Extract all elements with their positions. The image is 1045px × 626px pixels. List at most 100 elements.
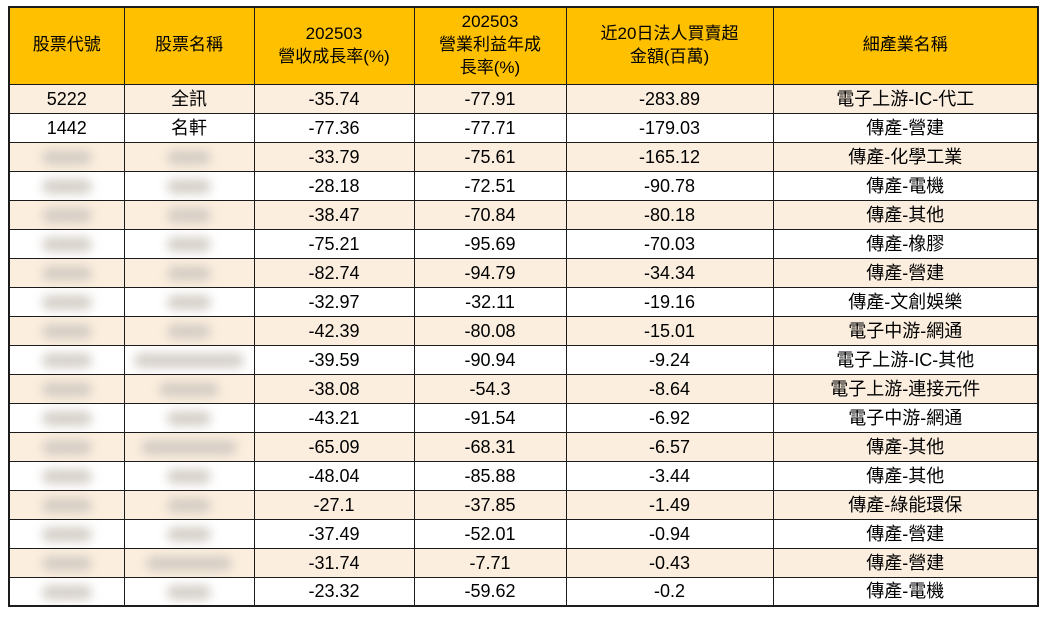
cell-stock-name (123, 518, 255, 549)
table-row: -43.21 -91.54 -6.92 電子中游-網通 (8, 402, 1039, 433)
cell-institutional-net-buy: -8.64 (565, 373, 774, 404)
table-row: 1442 名軒 -77.36 -77.71 -179.03 傳產-營建 (8, 112, 1039, 143)
table-row: -31.74 -7.71 -0.43 傳產-營建 (8, 547, 1039, 578)
cell-stock-name (123, 228, 255, 259)
cell-revenue-growth: -39.59 (253, 344, 415, 375)
cell-stock-name (123, 257, 255, 288)
redacted-stock-code-blur (41, 150, 92, 166)
cell-stock-name: 名軒 (123, 112, 255, 143)
cell-institutional-net-buy: -179.03 (565, 112, 774, 143)
cell-stock-code (8, 373, 125, 404)
cell-industry: 傳產-營建 (772, 112, 1039, 143)
cell-stock-code (8, 344, 125, 375)
cell-stock-name (123, 141, 255, 172)
cell-industry: 傳產-電機 (772, 576, 1039, 607)
col-header-stock-name: 股票名稱 (123, 6, 255, 85)
cell-industry: 傳產-橡膠 (772, 228, 1039, 259)
redacted-stock-name-blur (159, 382, 219, 398)
cell-institutional-net-buy: -90.78 (565, 170, 774, 201)
cell-industry: 傳產-營建 (772, 518, 1039, 549)
redacted-stock-code-blur (41, 295, 92, 311)
cell-industry: 電子中游-網通 (772, 315, 1039, 346)
redacted-stock-code-blur (41, 498, 92, 514)
redacted-stock-code-blur (41, 237, 92, 253)
cell-operating-profit-growth: -94.79 (413, 257, 567, 288)
redacted-stock-name-blur (167, 179, 211, 195)
cell-institutional-net-buy: -3.44 (565, 460, 774, 491)
col-header-institutional-net-buy: 近20日法人買賣超 金額(百萬) (565, 6, 774, 85)
cell-revenue-growth: -75.21 (253, 228, 415, 259)
cell-revenue-growth: -38.47 (253, 199, 415, 230)
cell-revenue-growth: -35.74 (253, 83, 415, 114)
redacted-stock-code-blur (41, 527, 92, 543)
cell-stock-code (8, 576, 125, 607)
redacted-stock-name-blur (167, 208, 211, 224)
redacted-stock-code-blur (41, 382, 92, 398)
cell-stock-name (123, 431, 255, 462)
redacted-stock-name-blur (167, 266, 211, 282)
cell-industry: 傳產-其他 (772, 460, 1039, 491)
cell-industry: 電子上游-IC-其他 (772, 344, 1039, 375)
cell-revenue-growth: -48.04 (253, 460, 415, 491)
cell-revenue-growth: -77.36 (253, 112, 415, 143)
cell-operating-profit-growth: -37.85 (413, 489, 567, 520)
table-row: -23.32 -59.62 -0.2 傳產-電機 (8, 576, 1039, 607)
table-row: -42.39 -80.08 -15.01 電子中游-網通 (8, 315, 1039, 346)
table-row: -48.04 -85.88 -3.44 傳產-其他 (8, 460, 1039, 491)
table-body: 5222 全訊 -35.74 -77.91 -283.89 電子上游-IC-代工 1442 名… (8, 83, 1039, 607)
cell-operating-profit-growth: -75.61 (413, 141, 567, 172)
redacted-stock-code-blur (41, 353, 92, 369)
cell-institutional-net-buy: -34.34 (565, 257, 774, 288)
cell-stock-code (8, 431, 125, 462)
cell-stock-name (123, 373, 255, 404)
cell-industry: 電子上游-連接元件 (772, 373, 1039, 404)
table-row: -27.1 -37.85 -1.49 傳產-綠能環保 (8, 489, 1039, 520)
table-row: -32.97 -32.11 -19.16 傳產-文創娛樂 (8, 286, 1039, 317)
cell-stock-name (123, 576, 255, 607)
cell-institutional-net-buy: -165.12 (565, 141, 774, 172)
cell-stock-code (8, 141, 125, 172)
cell-industry: 傳產-其他 (772, 199, 1039, 230)
redacted-stock-name-blur (146, 556, 232, 572)
cell-operating-profit-growth: -72.51 (413, 170, 567, 201)
cell-stock-code (8, 547, 125, 578)
redacted-stock-code-blur (41, 266, 92, 282)
redacted-stock-name-blur (167, 237, 211, 253)
header-row: 股票代號 股票名稱 202503 營收成長率(%) 202503 營業利益年成 … (8, 6, 1039, 85)
cell-revenue-growth: -31.74 (253, 547, 415, 578)
table-row: -38.08 -54.3 -8.64 電子上游-連接元件 (8, 373, 1039, 404)
cell-revenue-growth: -33.79 (253, 141, 415, 172)
table-row: 5222 全訊 -35.74 -77.91 -283.89 電子上游-IC-代工 (8, 83, 1039, 114)
cell-operating-profit-growth: -7.71 (413, 547, 567, 578)
redacted-stock-name-blur (167, 585, 211, 600)
cell-stock-code (8, 228, 125, 259)
cell-stock-code (8, 170, 125, 201)
cell-institutional-net-buy: -9.24 (565, 344, 774, 375)
table-row: -75.21 -95.69 -70.03 傳產-橡膠 (8, 228, 1039, 259)
cell-operating-profit-growth: -95.69 (413, 228, 567, 259)
cell-institutional-net-buy: -1.49 (565, 489, 774, 520)
cell-institutional-net-buy: -70.03 (565, 228, 774, 259)
cell-stock-name (123, 199, 255, 230)
cell-stock-code (8, 489, 125, 520)
cell-stock-code: 1442 (8, 112, 125, 143)
redacted-stock-name-blur (167, 150, 211, 166)
cell-stock-code (8, 257, 125, 288)
cell-institutional-net-buy: -283.89 (565, 83, 774, 114)
cell-operating-profit-growth: -68.31 (413, 431, 567, 462)
cell-operating-profit-growth: -91.54 (413, 402, 567, 433)
redacted-stock-code-blur (41, 556, 92, 572)
redacted-stock-code-blur (41, 324, 92, 340)
cell-revenue-growth: -43.21 (253, 402, 415, 433)
redacted-stock-name-blur (167, 498, 211, 514)
redacted-stock-code-blur (41, 208, 92, 224)
cell-stock-code (8, 199, 125, 230)
cell-institutional-net-buy: -6.57 (565, 431, 774, 462)
cell-institutional-net-buy: -6.92 (565, 402, 774, 433)
stock-table: 股票代號 股票名稱 202503 營收成長率(%) 202503 營業利益年成 … (8, 6, 1039, 607)
redacted-stock-name-blur (167, 411, 211, 427)
cell-stock-name (123, 402, 255, 433)
cell-industry: 傳產-綠能環保 (772, 489, 1039, 520)
cell-stock-name: 全訊 (123, 83, 255, 114)
